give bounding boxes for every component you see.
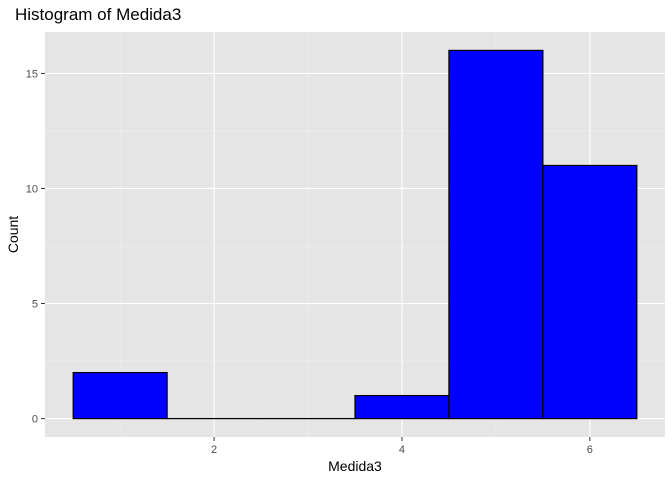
y-axis-title: Count	[5, 216, 21, 253]
histogram-bar	[542, 164, 638, 420]
x-tick-label: 6	[587, 444, 593, 456]
histogram-bar	[72, 371, 168, 420]
chart-title: Histogram of Medida3	[15, 5, 181, 24]
y-tick-label: 15	[26, 68, 38, 80]
y-tick-label: 0	[32, 414, 38, 426]
x-tick-label: 2	[211, 444, 217, 456]
y-tick-label: 5	[32, 299, 38, 311]
y-tick-label: 10	[26, 183, 38, 195]
axes: 2 4 6 0 5 10 15	[26, 68, 593, 456]
x-tick-label: 4	[399, 444, 405, 456]
bars	[72, 49, 638, 420]
x-axis-title: Medida3	[328, 458, 382, 474]
histogram-bar	[448, 49, 544, 420]
histogram-bar	[354, 394, 450, 420]
